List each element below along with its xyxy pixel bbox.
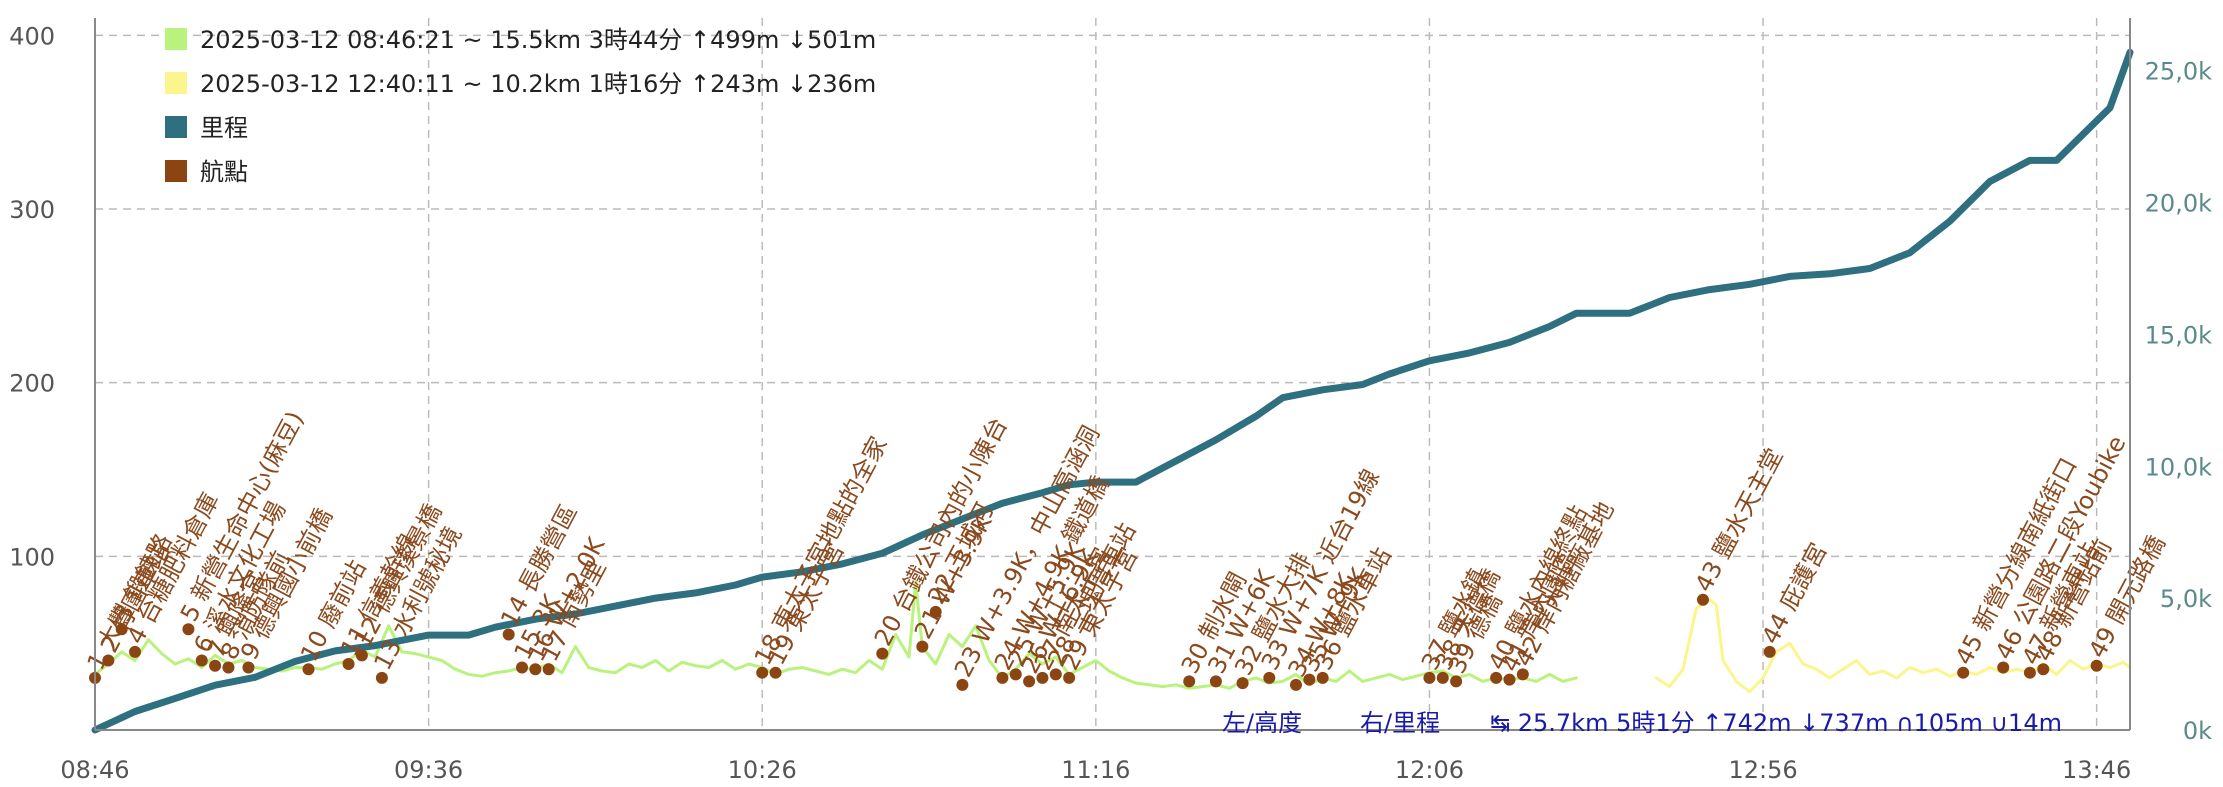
y-left-tick-label: 100 bbox=[9, 543, 55, 571]
legend-swatch[interactable] bbox=[165, 116, 187, 138]
waypoint-marker[interactable] bbox=[302, 663, 315, 676]
series-line-1 bbox=[1654, 598, 2132, 694]
waypoint-marker[interactable] bbox=[996, 671, 1009, 684]
y-left-tick-label: 400 bbox=[9, 22, 55, 50]
waypoint-marker[interactable] bbox=[1423, 671, 1436, 684]
summary-stats: ↹ 25.7km 5時1分 ↑742m ↓737m ∩105m ∪14m bbox=[1490, 709, 2062, 737]
waypoint-marker[interactable] bbox=[2090, 659, 2103, 672]
y-right-tick-label: 20,0k bbox=[2145, 190, 2212, 218]
waypoint-marker[interactable] bbox=[1289, 678, 1302, 691]
waypoint-marker[interactable] bbox=[1763, 645, 1776, 658]
waypoint-marker[interactable] bbox=[1450, 675, 1463, 688]
y-right-tick-label: 15,0k bbox=[2145, 321, 2212, 349]
waypoint-marker[interactable] bbox=[916, 640, 929, 653]
waypoint-marker[interactable] bbox=[876, 647, 889, 660]
waypoint-marker[interactable] bbox=[1063, 671, 1076, 684]
waypoint-marker[interactable] bbox=[209, 659, 222, 672]
waypoint-marker[interactable] bbox=[1490, 671, 1503, 684]
waypoint-marker[interactable] bbox=[355, 649, 368, 662]
waypoint-marker[interactable] bbox=[375, 671, 388, 684]
waypoint-marker[interactable] bbox=[929, 605, 942, 618]
waypoint-marker[interactable] bbox=[1263, 671, 1276, 684]
x-tick-label: 13:46 bbox=[2062, 756, 2131, 784]
waypoint-marker[interactable] bbox=[222, 661, 235, 674]
y-right-tick-label: 10,0k bbox=[2145, 453, 2212, 481]
waypoint-marker[interactable] bbox=[342, 658, 355, 671]
waypoint-label: 44 庇護宮 bbox=[1756, 538, 1832, 648]
waypoint-marker[interactable] bbox=[1503, 673, 1516, 686]
legend-swatch[interactable] bbox=[165, 28, 187, 50]
y-right-tick-label: 0k bbox=[2183, 717, 2212, 745]
waypoint-marker[interactable] bbox=[1236, 677, 1249, 690]
x-tick-label: 08:46 bbox=[60, 756, 129, 784]
waypoint-marker[interactable] bbox=[1049, 668, 1062, 681]
waypoint-marker[interactable] bbox=[516, 661, 529, 674]
axis-layer: 08:46 09:36 10:26 11:16 12:06 12:56 13:46 100 20… bbox=[9, 18, 2212, 784]
legend-label[interactable]: 里程 bbox=[200, 114, 248, 142]
x-tick-label: 10:26 bbox=[728, 756, 797, 784]
right-axis-label: 右/里程 bbox=[1360, 709, 1440, 737]
waypoint-marker[interactable] bbox=[542, 663, 555, 676]
x-tick-label: 12:56 bbox=[1728, 756, 1797, 784]
legend-swatch[interactable] bbox=[165, 72, 187, 94]
waypoint-marker[interactable] bbox=[195, 654, 208, 667]
waypoint-marker[interactable] bbox=[182, 623, 195, 636]
waypoint-marker[interactable] bbox=[529, 663, 542, 676]
waypoint-label: 43 鹽水天主堂 bbox=[1690, 444, 1789, 597]
waypoint-marker[interactable] bbox=[756, 666, 769, 679]
waypoint-marker[interactable] bbox=[1303, 673, 1316, 686]
waypoint-marker[interactable] bbox=[1036, 671, 1049, 684]
waypoint-marker[interactable] bbox=[1436, 671, 1449, 684]
waypoint-marker[interactable] bbox=[2023, 666, 2036, 679]
legend-label[interactable]: 2025-03-12 12:40:11 ~ 10.2km 1時16分 ↑243m… bbox=[200, 70, 876, 98]
waypoint-marker[interactable] bbox=[1316, 671, 1329, 684]
footer-stats: 左/高度 右/里程 ↹ 25.7km 5時1分 ↑742m ↓737m ∩105… bbox=[1222, 709, 2062, 737]
waypoint-marker[interactable] bbox=[1997, 661, 2010, 674]
waypoint-marker[interactable] bbox=[242, 661, 255, 674]
left-axis-label: 左/高度 bbox=[1222, 709, 1302, 737]
y-left-tick-label: 200 bbox=[9, 370, 55, 398]
waypoint-marker[interactable] bbox=[2037, 663, 2050, 676]
y-right-tick-label: 5,0k bbox=[2160, 585, 2212, 613]
series-line-2 bbox=[91, 48, 2134, 734]
legend-label[interactable]: 航點 bbox=[200, 158, 248, 186]
y-left-tick-label: 300 bbox=[9, 196, 55, 224]
legend[interactable]: 2025-03-12 08:46:21 ~ 15.5km 3時44分 ↑499m… bbox=[165, 26, 876, 186]
waypoint-marker[interactable] bbox=[1183, 675, 1196, 688]
waypoint-marker[interactable] bbox=[1516, 668, 1529, 681]
waypoint-marker[interactable] bbox=[129, 645, 142, 658]
x-tick-label: 09:36 bbox=[394, 756, 463, 784]
waypoint-marker[interactable] bbox=[769, 666, 782, 679]
x-tick-label: 11:16 bbox=[1061, 756, 1130, 784]
y-right-tick-label: 25,0k bbox=[2145, 58, 2212, 86]
waypoint-marker[interactable] bbox=[502, 628, 515, 641]
waypoint-marker[interactable] bbox=[956, 678, 969, 691]
legend-label[interactable]: 2025-03-12 08:46:21 ~ 15.5km 3時44分 ↑499m… bbox=[200, 26, 876, 54]
waypoint-marker[interactable] bbox=[1009, 668, 1022, 681]
grid-lines bbox=[94, 18, 2130, 730]
waypoint-marker[interactable] bbox=[115, 623, 128, 636]
waypoint-marker[interactable] bbox=[1023, 675, 1036, 688]
waypoint-marker[interactable] bbox=[1696, 593, 1709, 606]
x-tick-label: 12:06 bbox=[1395, 756, 1464, 784]
waypoint-marker[interactable] bbox=[1209, 675, 1222, 688]
legend-swatch[interactable] bbox=[165, 160, 187, 182]
waypoint-marker[interactable] bbox=[1957, 666, 1970, 679]
waypoint-marker[interactable] bbox=[102, 654, 115, 667]
